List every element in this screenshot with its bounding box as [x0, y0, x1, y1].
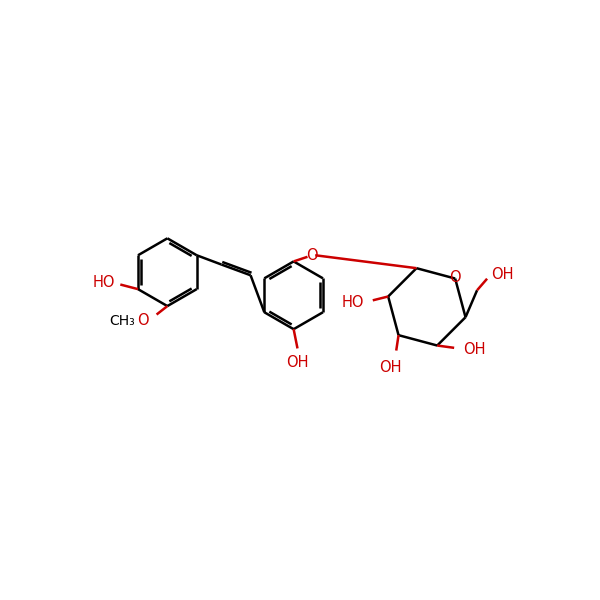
Text: O: O	[449, 270, 461, 285]
Text: CH₃: CH₃	[109, 314, 135, 328]
Text: O: O	[137, 313, 149, 328]
Text: OH: OH	[463, 342, 486, 357]
Text: OH: OH	[286, 355, 309, 370]
Text: O: O	[307, 248, 318, 263]
Text: HO: HO	[92, 275, 115, 290]
Text: HO: HO	[342, 295, 364, 310]
Text: OH: OH	[380, 360, 402, 375]
Text: OH: OH	[491, 268, 514, 283]
